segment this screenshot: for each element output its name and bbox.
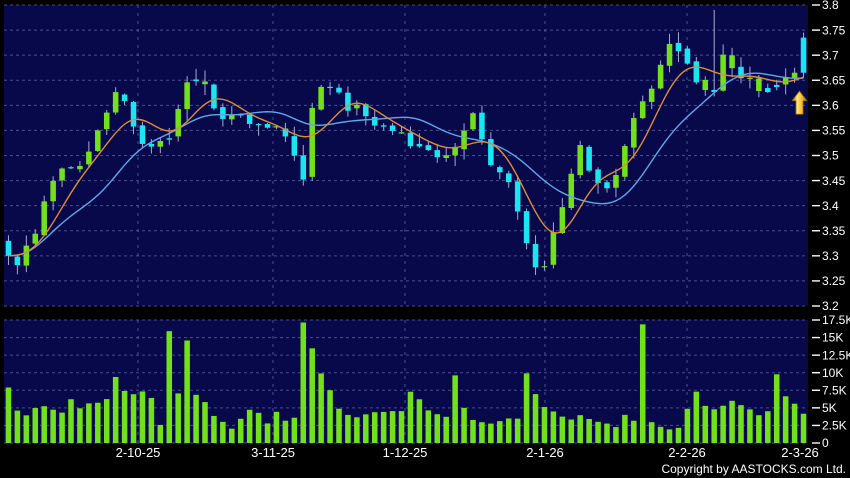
svg-text:Copyright by AASTOCKS.com Ltd.: Copyright by AASTOCKS.com Ltd. [661,462,846,476]
svg-text:2-10-25: 2-10-25 [116,445,161,460]
svg-text:3-11-25: 3-11-25 [251,445,295,460]
svg-text:17.5K: 17.5K [822,313,850,327]
svg-text:1-12-25: 1-12-25 [383,445,428,460]
svg-text:3.4: 3.4 [822,199,839,213]
svg-text:3.3: 3.3 [822,249,839,263]
svg-text:3.75: 3.75 [822,23,846,37]
svg-text:0: 0 [822,436,829,450]
svg-text:3.45: 3.45 [822,174,846,188]
svg-text:3.35: 3.35 [822,224,846,238]
svg-text:7.5K: 7.5K [822,383,847,397]
svg-text:5K: 5K [822,401,837,415]
svg-text:2-1-26: 2-1-26 [526,445,564,460]
svg-text:12.5K: 12.5K [822,348,850,362]
svg-text:3.25: 3.25 [822,274,846,288]
svg-text:10K: 10K [822,366,843,380]
svg-text:3.7: 3.7 [822,48,839,62]
svg-text:2-2-26: 2-2-26 [668,445,706,460]
svg-text:3.2: 3.2 [822,299,839,313]
svg-text:15K: 15K [822,331,843,345]
svg-text:2.5K: 2.5K [822,419,847,433]
svg-text:3.55: 3.55 [822,124,846,138]
svg-text:3.6: 3.6 [822,99,839,113]
svg-text:2-3-26: 2-3-26 [781,445,819,460]
svg-text:3.65: 3.65 [822,73,846,87]
svg-text:3.8: 3.8 [822,0,839,12]
svg-text:3.5: 3.5 [822,149,839,163]
